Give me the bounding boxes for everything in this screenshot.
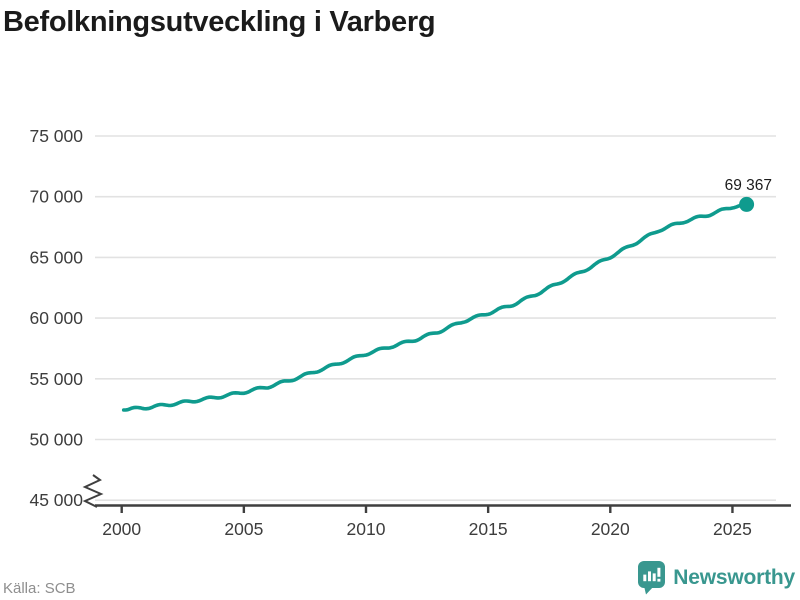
page-title: Befolkningsutveckling i Varberg [3, 6, 436, 38]
latest-value-label: 69 367 [725, 177, 772, 194]
y-tick-label: 65 000 [29, 247, 83, 267]
speech-bubble-bar-chart-icon [638, 561, 666, 595]
x-tick-label: 2005 [224, 519, 263, 539]
x-axis-labels: 2000 2005 2010 2015 2020 2025 [102, 519, 752, 539]
y-axis-labels: 45 000 50 000 55 000 60 000 65 000 70 000 75 0… [29, 126, 83, 510]
y-tick-label: 45 000 [29, 490, 83, 510]
source-label: Källa: SCB [3, 580, 76, 597]
x-tick-label: 2025 [713, 519, 752, 539]
brand-name: Newsworthy [673, 565, 795, 589]
x-tick-label: 2010 [347, 519, 386, 539]
y-tick-label: 70 000 [29, 187, 83, 207]
latest-value-dot [739, 196, 755, 212]
population-series-line [121, 202, 749, 412]
y-axis-break-icon [82, 474, 104, 508]
gridlines [95, 135, 776, 502]
newsworthy-logo[interactable]: Newsworthy [637, 560, 795, 595]
x-tick-label: 2020 [591, 519, 630, 539]
y-tick-label: 60 000 [29, 308, 83, 328]
x-tick-label: 2015 [469, 519, 508, 539]
y-tick-label: 50 000 [29, 430, 83, 450]
x-tick-label: 2000 [102, 519, 141, 539]
x-axis-ticks [120, 505, 734, 513]
y-tick-label: 55 000 [29, 369, 83, 389]
y-tick-label: 75 000 [29, 126, 83, 146]
